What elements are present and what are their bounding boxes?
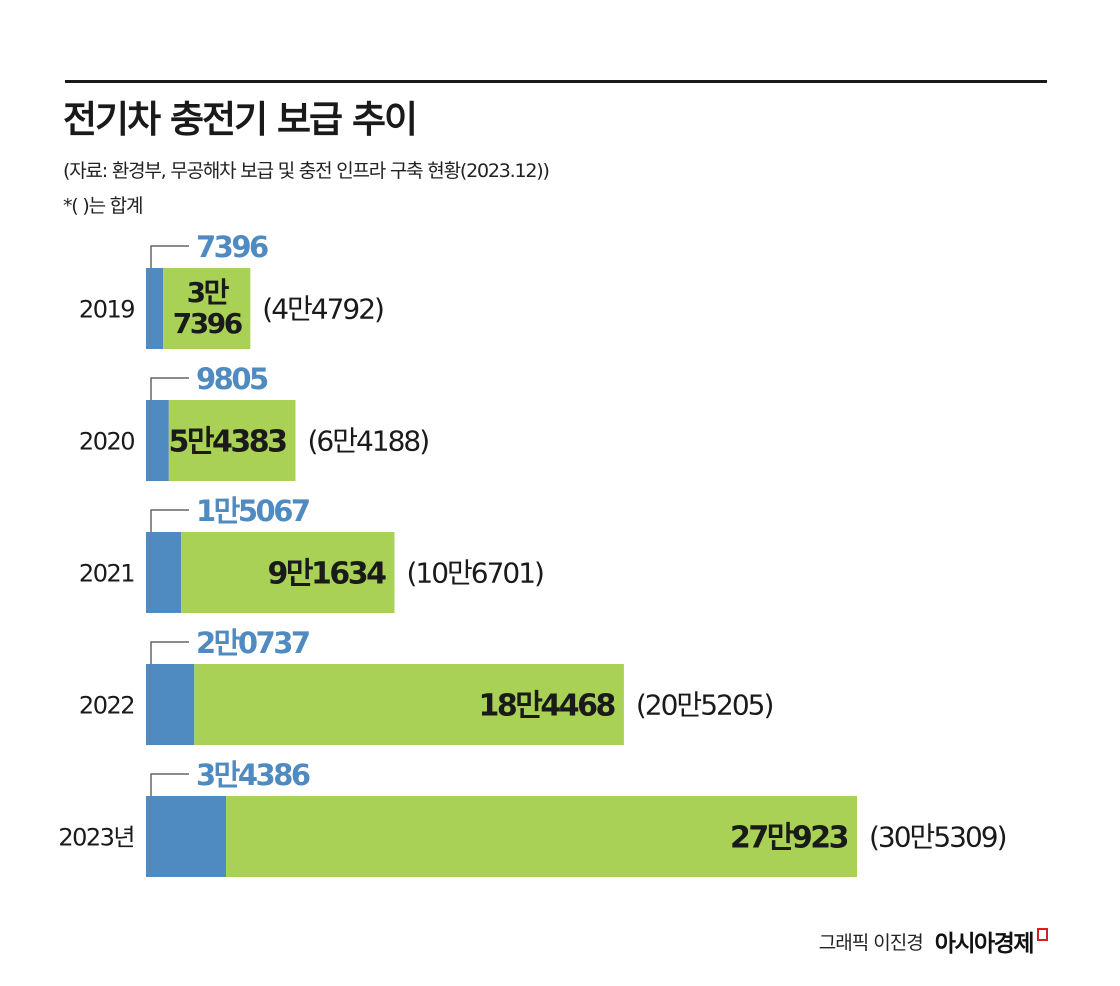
category-label: 2023년: [58, 824, 134, 852]
total-note: *( )는 합계: [63, 195, 143, 217]
fast-value-label: 7396: [196, 230, 268, 264]
total-label: (6만4188): [307, 425, 428, 458]
publisher-logo: 아시아경제: [934, 931, 1035, 957]
chart-title: 전기차 충전기 보급 추이: [63, 98, 418, 141]
total-label: (10만6701): [406, 557, 543, 590]
top-rule: [65, 80, 1047, 83]
category-label: 2020: [79, 428, 134, 456]
slow-value-label: 18만4468: [479, 689, 616, 724]
slow-value-label: 3만: [187, 276, 230, 309]
category-label: 2022: [79, 692, 134, 720]
source-note: (자료: 환경부, 무공해차 보급 및 충전 인프라 구축 현황(2023.12…: [63, 160, 550, 182]
total-label: (30만5309): [869, 821, 1006, 854]
fast-value-label: 9805: [196, 362, 268, 396]
bar-fast: [146, 796, 227, 877]
slow-value-label: 5만4383: [168, 425, 286, 460]
bar-slow: [168, 400, 296, 481]
bar-slow: [194, 664, 624, 745]
bar-fast: [146, 532, 182, 613]
slow-value-label: 27만923: [730, 821, 848, 856]
leader-line: [150, 245, 189, 268]
total-label: (4만4792): [262, 293, 383, 326]
slow-value-label: 9만1634: [267, 557, 386, 592]
bar-fast: [146, 664, 195, 745]
leader-line: [150, 377, 189, 400]
fast-value-label: 2만0737: [196, 626, 309, 660]
total-label: (20만5205): [636, 689, 773, 722]
bar-slow: [163, 268, 251, 349]
graphic-credit: 그래픽 이진경: [818, 931, 924, 954]
bar-fast: [146, 268, 164, 349]
category-label: 2021: [79, 560, 134, 588]
leader-line: [150, 509, 189, 532]
fast-value-label: 3만4386: [196, 758, 310, 792]
slow-value-label: 7396: [173, 307, 242, 340]
fast-value-label: 1만5067: [196, 494, 309, 528]
leader-line: [150, 773, 189, 796]
category-label: 2019: [79, 296, 134, 324]
bar-slow: [226, 796, 858, 877]
credit: 그래픽 이진경 아시아경제: [819, 924, 1048, 958]
logo-mark-icon: [1037, 927, 1048, 941]
bar-fast: [146, 400, 169, 481]
leader-line: [150, 641, 189, 664]
bar-slow: [181, 532, 395, 613]
